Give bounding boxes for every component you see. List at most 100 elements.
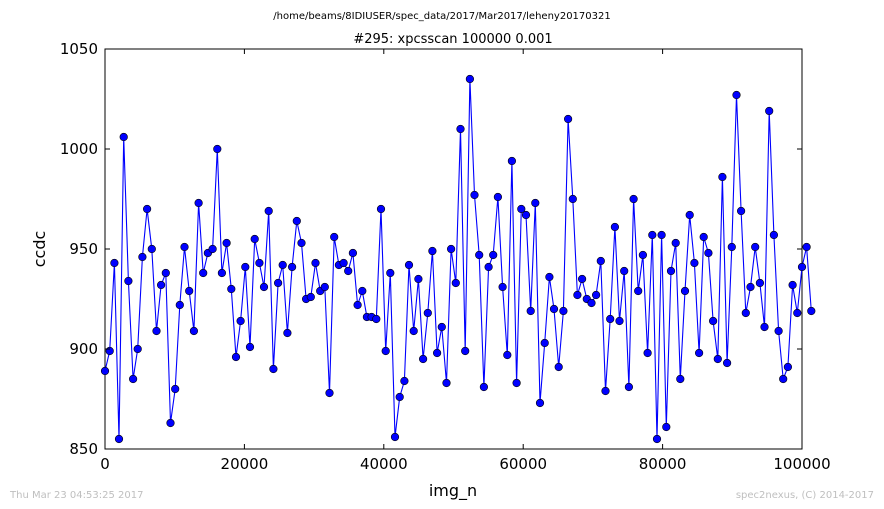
data-point	[110, 258, 119, 268]
data-point	[437, 322, 446, 332]
data-point	[114, 434, 124, 444]
data-point	[517, 204, 526, 214]
y-tick-label: 1050	[60, 40, 98, 58]
data-point	[100, 366, 110, 376]
data-point	[297, 238, 306, 248]
data-point	[535, 398, 545, 408]
x-tick-label: 100000	[773, 455, 830, 473]
data-point	[133, 344, 142, 354]
data-point	[288, 262, 297, 272]
data-point	[390, 432, 400, 442]
data-point	[545, 272, 554, 282]
x-tick-label: 20000	[221, 455, 269, 473]
data-point	[451, 278, 460, 288]
data-point	[241, 262, 250, 272]
data-point	[157, 280, 166, 290]
data-point	[526, 306, 535, 316]
data-point	[606, 314, 615, 324]
data-point	[690, 258, 699, 268]
data-point	[601, 386, 610, 396]
data-point	[680, 286, 690, 296]
data-point	[372, 314, 381, 324]
data-point	[419, 354, 428, 364]
data-point	[694, 348, 704, 358]
data-point	[783, 362, 793, 372]
data-point	[704, 248, 713, 258]
data-point	[493, 192, 503, 202]
data-point	[152, 326, 161, 336]
x-tick-label: 0	[100, 455, 110, 473]
data-point	[376, 204, 386, 214]
data-point	[222, 238, 231, 248]
figure-suptitle: /home/beams/8IDIUSER/spec_data/2017/Mar2…	[273, 11, 610, 22]
data-point	[381, 346, 390, 356]
data-point	[648, 230, 657, 240]
data-point	[423, 308, 432, 318]
data-point	[119, 132, 128, 142]
data-point	[512, 378, 521, 388]
data-point	[568, 194, 577, 204]
data-point	[521, 210, 531, 220]
data-point	[610, 222, 620, 232]
data-point	[395, 392, 404, 402]
data-point	[629, 194, 638, 204]
data-point	[718, 172, 727, 182]
data-point	[638, 250, 648, 260]
data-point	[433, 348, 442, 358]
data-point	[161, 268, 170, 278]
series-layer	[100, 74, 816, 444]
data-point	[255, 258, 264, 268]
data-point	[344, 266, 353, 276]
data-point	[470, 190, 479, 200]
data-point	[283, 328, 292, 338]
data-point	[479, 382, 489, 392]
data-point	[199, 268, 208, 278]
data-point	[278, 260, 287, 270]
data-point	[559, 306, 568, 316]
data-point	[615, 316, 624, 326]
data-point	[353, 300, 362, 310]
data-point	[591, 290, 601, 300]
data-point	[662, 422, 671, 432]
data-point	[793, 308, 802, 318]
data-point	[685, 210, 694, 220]
data-point	[751, 242, 760, 252]
data-point	[264, 206, 273, 216]
data-point	[447, 244, 456, 254]
data-point	[741, 308, 750, 318]
data-point	[549, 304, 559, 314]
data-point	[386, 268, 395, 278]
data-point	[475, 250, 484, 260]
data-point	[727, 242, 736, 252]
footer-credit: spec2nexus, (C) 2014-2017	[736, 490, 874, 501]
chart-title: #295: xpcsscan 100000 0.001	[353, 32, 552, 47]
data-point	[699, 232, 708, 242]
data-point	[708, 316, 718, 326]
data-point	[274, 278, 283, 288]
data-point	[489, 250, 498, 260]
data-point	[194, 198, 203, 208]
data-point	[563, 114, 573, 124]
data-point	[755, 278, 765, 288]
x-tick-label: 60000	[499, 455, 547, 473]
data-point	[736, 206, 746, 216]
data-point	[807, 306, 816, 316]
x-axis-label: img_n	[429, 481, 477, 501]
data-point	[732, 90, 741, 100]
data-point	[325, 388, 334, 398]
data-point	[531, 198, 540, 208]
data-point	[358, 286, 367, 296]
data-point	[414, 274, 423, 284]
data-point	[577, 274, 587, 284]
data-point	[124, 276, 133, 286]
data-point	[797, 262, 807, 272]
y-tick-label: 950	[69, 240, 98, 258]
data-point	[208, 244, 217, 254]
data-point	[676, 374, 685, 384]
data-point	[503, 350, 512, 360]
data-point	[404, 260, 414, 270]
data-point	[147, 244, 156, 254]
y-tick-label: 1000	[60, 140, 98, 158]
data-point	[746, 282, 755, 292]
